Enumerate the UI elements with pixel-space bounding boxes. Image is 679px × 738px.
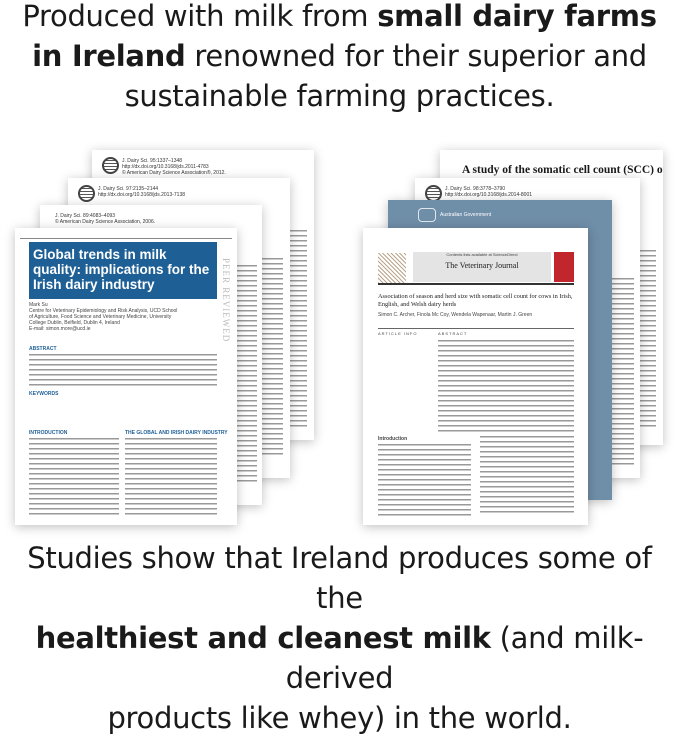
keywords-heading: KEYWORDS <box>29 391 59 397</box>
section-heading: THE GLOBAL AND IRISH DAIRY INDUSTRY <box>125 430 228 436</box>
doi: http://dx.doi.org/10.3168/jds.2014-8001 <box>445 192 533 198</box>
body-text <box>125 438 217 516</box>
headline-text: Produced with milk from <box>22 0 378 33</box>
copyright: © American Dairy Science Association, 20… <box>55 219 156 225</box>
headline-text: sustainable farming practices. <box>124 79 555 113</box>
headline-bold: small dairy farms <box>377 0 657 33</box>
intro-heading: Introduction <box>378 436 408 442</box>
email: E-mail: simon.more@ucd.ie <box>29 326 91 332</box>
abstract-text <box>438 340 574 432</box>
paper-title: A study of the somatic cell count (SCC) … <box>462 164 663 176</box>
journal-cover <box>554 252 574 282</box>
bottom-headline: Studies show that Ireland produces some … <box>0 538 679 738</box>
journal-ref: J. Dairy Sci. 98:3778–3790 <box>445 186 506 192</box>
headline-bold: healthiest and cleanest milk <box>35 621 491 655</box>
journal-ref: J. Dairy Sci. 95:1337–1348 <box>122 158 183 164</box>
article-info-heading: ARTICLE INFO <box>378 331 418 336</box>
doi: http://dx.doi.org/10.3168/jds.2011-4783 <box>122 164 209 170</box>
contents-line: Contents lists available at ScienceDirec… <box>446 252 518 257</box>
abstract-heading: ABSTRACT <box>438 331 468 336</box>
author: Mark Su <box>29 302 48 308</box>
headline-text: Studies show that Ireland produces some … <box>27 541 652 615</box>
body-text <box>237 265 257 485</box>
seal-icon <box>78 185 95 202</box>
headline-text: products like whey) in the world. <box>107 701 572 735</box>
body-text <box>378 444 471 516</box>
authors: Simon C. Archer, Finola Mc Coy, Wendela … <box>378 312 533 318</box>
body-text <box>29 438 119 516</box>
journal-name: The Veterinary Journal <box>445 261 519 270</box>
top-headline: Produced with milk from small dairy farm… <box>0 0 679 116</box>
seal-icon <box>102 157 119 174</box>
paper-title: Association of season and herd size with… <box>378 293 573 308</box>
abstract-heading: ABSTRACT <box>29 346 57 352</box>
intro-heading: INTRODUCTION <box>29 430 68 436</box>
headline-bold: in Ireland <box>32 39 186 73</box>
journal-ref: J. Dairy Sci. 97:2135–2144 <box>98 186 159 192</box>
paper-global-trends: Global trends in milk quality: implicati… <box>15 228 237 525</box>
body-text <box>480 436 574 516</box>
affiliation: Centre for Veterinary Epidemiology and R… <box>29 308 178 326</box>
peer-reviewed-label: PEER REVIEWED <box>221 258 231 343</box>
copyright: © American Dairy Science Association®, 2… <box>122 170 226 176</box>
elsevier-logo <box>378 253 406 283</box>
org-name: Australian Government <box>440 212 492 218</box>
journal-ref: J. Dairy Sci. 89:4083–4093 <box>55 213 116 219</box>
abstract-text <box>29 354 217 386</box>
headline-text: renowned for their superior and <box>185 39 647 73</box>
coat-of-arms-icon <box>418 208 436 222</box>
doi: http://dx.doi.org/10.3168/jds.2013-7138 <box>98 192 186 198</box>
paper-title: Global trends in milk quality: implicati… <box>29 242 217 299</box>
paper-veterinary-journal: Contents lists available at ScienceDirec… <box>363 228 588 525</box>
